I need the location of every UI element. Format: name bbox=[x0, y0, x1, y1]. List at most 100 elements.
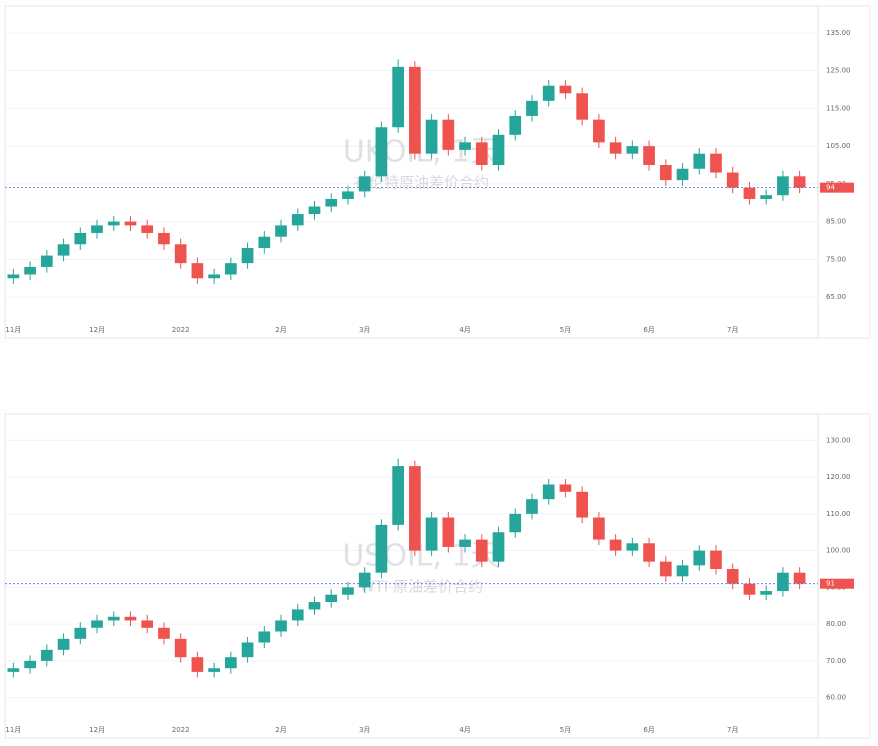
candle-body bbox=[141, 620, 154, 628]
x-tick-label: 6月 bbox=[643, 726, 654, 734]
candle-body bbox=[7, 668, 20, 672]
candle-body bbox=[358, 572, 371, 588]
candle-body bbox=[793, 176, 806, 188]
candle-body bbox=[593, 119, 605, 143]
candle-body bbox=[693, 550, 706, 566]
candle-body bbox=[241, 642, 254, 658]
candle-body bbox=[91, 225, 103, 233]
candle-body bbox=[392, 66, 404, 128]
candle-body bbox=[425, 517, 438, 551]
last-price-label: 91 bbox=[826, 580, 835, 588]
watermark-subtitle: WTI 原油差价合约 bbox=[360, 578, 483, 596]
candle-body bbox=[710, 550, 722, 569]
candle-body bbox=[24, 660, 36, 669]
candle-body bbox=[726, 569, 739, 584]
x-tick-label: 5月 bbox=[560, 326, 571, 334]
candle-body bbox=[676, 168, 689, 181]
x-tick-label: 4月 bbox=[459, 326, 470, 334]
candle-body bbox=[191, 657, 204, 672]
plot-frame bbox=[4, 413, 871, 739]
candle-body bbox=[559, 484, 572, 492]
y-tick-label: 80.00 bbox=[826, 620, 846, 628]
candle-body bbox=[174, 244, 187, 264]
x-tick-label: 2月 bbox=[275, 326, 286, 334]
candle-body bbox=[760, 591, 773, 595]
candle-body bbox=[743, 187, 756, 199]
candle-body bbox=[241, 248, 254, 264]
candle-body bbox=[475, 539, 488, 562]
candle-body bbox=[659, 561, 672, 577]
candle-body bbox=[459, 142, 471, 150]
y-tick-label: 65.00 bbox=[826, 293, 846, 301]
candle-body bbox=[342, 191, 354, 199]
candle-body bbox=[409, 466, 421, 551]
y-tick-label: 75.00 bbox=[826, 255, 846, 263]
candle-body bbox=[174, 638, 187, 658]
plot-frame bbox=[4, 5, 871, 339]
candle-body bbox=[325, 594, 338, 603]
candle-body bbox=[643, 543, 655, 562]
x-tick-label: 11月 bbox=[5, 326, 21, 334]
x-tick-label: 6月 bbox=[643, 326, 654, 334]
y-tick-label: 100.00 bbox=[826, 547, 851, 555]
candle-body bbox=[308, 206, 321, 215]
candle-body bbox=[224, 657, 237, 669]
candle-body bbox=[291, 609, 304, 621]
candle-body bbox=[576, 491, 589, 518]
candle-body bbox=[710, 153, 722, 173]
candle-body bbox=[291, 214, 304, 226]
candle-body bbox=[609, 142, 622, 154]
candle-body bbox=[325, 198, 338, 207]
candle-body bbox=[275, 225, 287, 237]
y-tick-label: 85.00 bbox=[826, 218, 846, 226]
x-tick-label: 4月 bbox=[459, 726, 470, 734]
candle-body bbox=[158, 232, 170, 245]
candle-body bbox=[158, 627, 170, 639]
candle-body bbox=[57, 244, 70, 256]
y-tick-label: 135.00 bbox=[826, 29, 851, 37]
watermark-subtitle: 布伦特原油差价合约 bbox=[354, 174, 489, 192]
candle-body bbox=[609, 539, 622, 551]
candle-body bbox=[492, 134, 505, 165]
candle-body bbox=[7, 274, 20, 279]
x-tick-label: 3月 bbox=[359, 726, 370, 734]
candle-body bbox=[107, 221, 120, 226]
x-tick-label: 12月 bbox=[89, 726, 105, 734]
y-tick-label: 120.00 bbox=[826, 473, 851, 481]
y-tick-label: 60.00 bbox=[826, 694, 846, 702]
candle-body bbox=[375, 524, 388, 573]
candle-body bbox=[275, 620, 287, 632]
y-tick-label: 130.00 bbox=[826, 436, 851, 444]
candle-body bbox=[643, 146, 655, 165]
candle-body bbox=[492, 532, 505, 562]
candle-body bbox=[526, 499, 538, 514]
candle-body bbox=[676, 565, 689, 577]
candle-body bbox=[141, 225, 154, 233]
candle-body bbox=[224, 263, 237, 275]
x-tick-label: 11月 bbox=[5, 726, 21, 734]
last-price-label: 94 bbox=[826, 184, 835, 192]
candle-body bbox=[74, 232, 87, 245]
x-tick-label: 2022 bbox=[172, 326, 190, 334]
candle-body bbox=[208, 668, 220, 672]
candle-body bbox=[743, 583, 756, 595]
candle-body bbox=[91, 620, 103, 628]
candle-body bbox=[459, 539, 471, 547]
candle-body bbox=[475, 142, 488, 165]
y-tick-label: 105.00 bbox=[826, 142, 851, 150]
candle-body bbox=[40, 255, 53, 267]
x-tick-label: 7月 bbox=[727, 326, 738, 334]
y-tick-label: 125.00 bbox=[826, 67, 851, 75]
candle-body bbox=[793, 572, 806, 584]
candle-body bbox=[693, 153, 706, 169]
candle-body bbox=[40, 649, 53, 661]
x-tick-label: 12月 bbox=[89, 326, 105, 334]
y-tick-label: 110.00 bbox=[826, 510, 851, 518]
y-tick-label: 70.00 bbox=[826, 657, 846, 665]
candle-body bbox=[358, 176, 371, 192]
candle-body bbox=[559, 85, 572, 94]
candle-body bbox=[308, 602, 321, 610]
candle-body bbox=[208, 274, 220, 279]
x-tick-label: 2月 bbox=[275, 726, 286, 734]
candle-body bbox=[593, 517, 605, 540]
